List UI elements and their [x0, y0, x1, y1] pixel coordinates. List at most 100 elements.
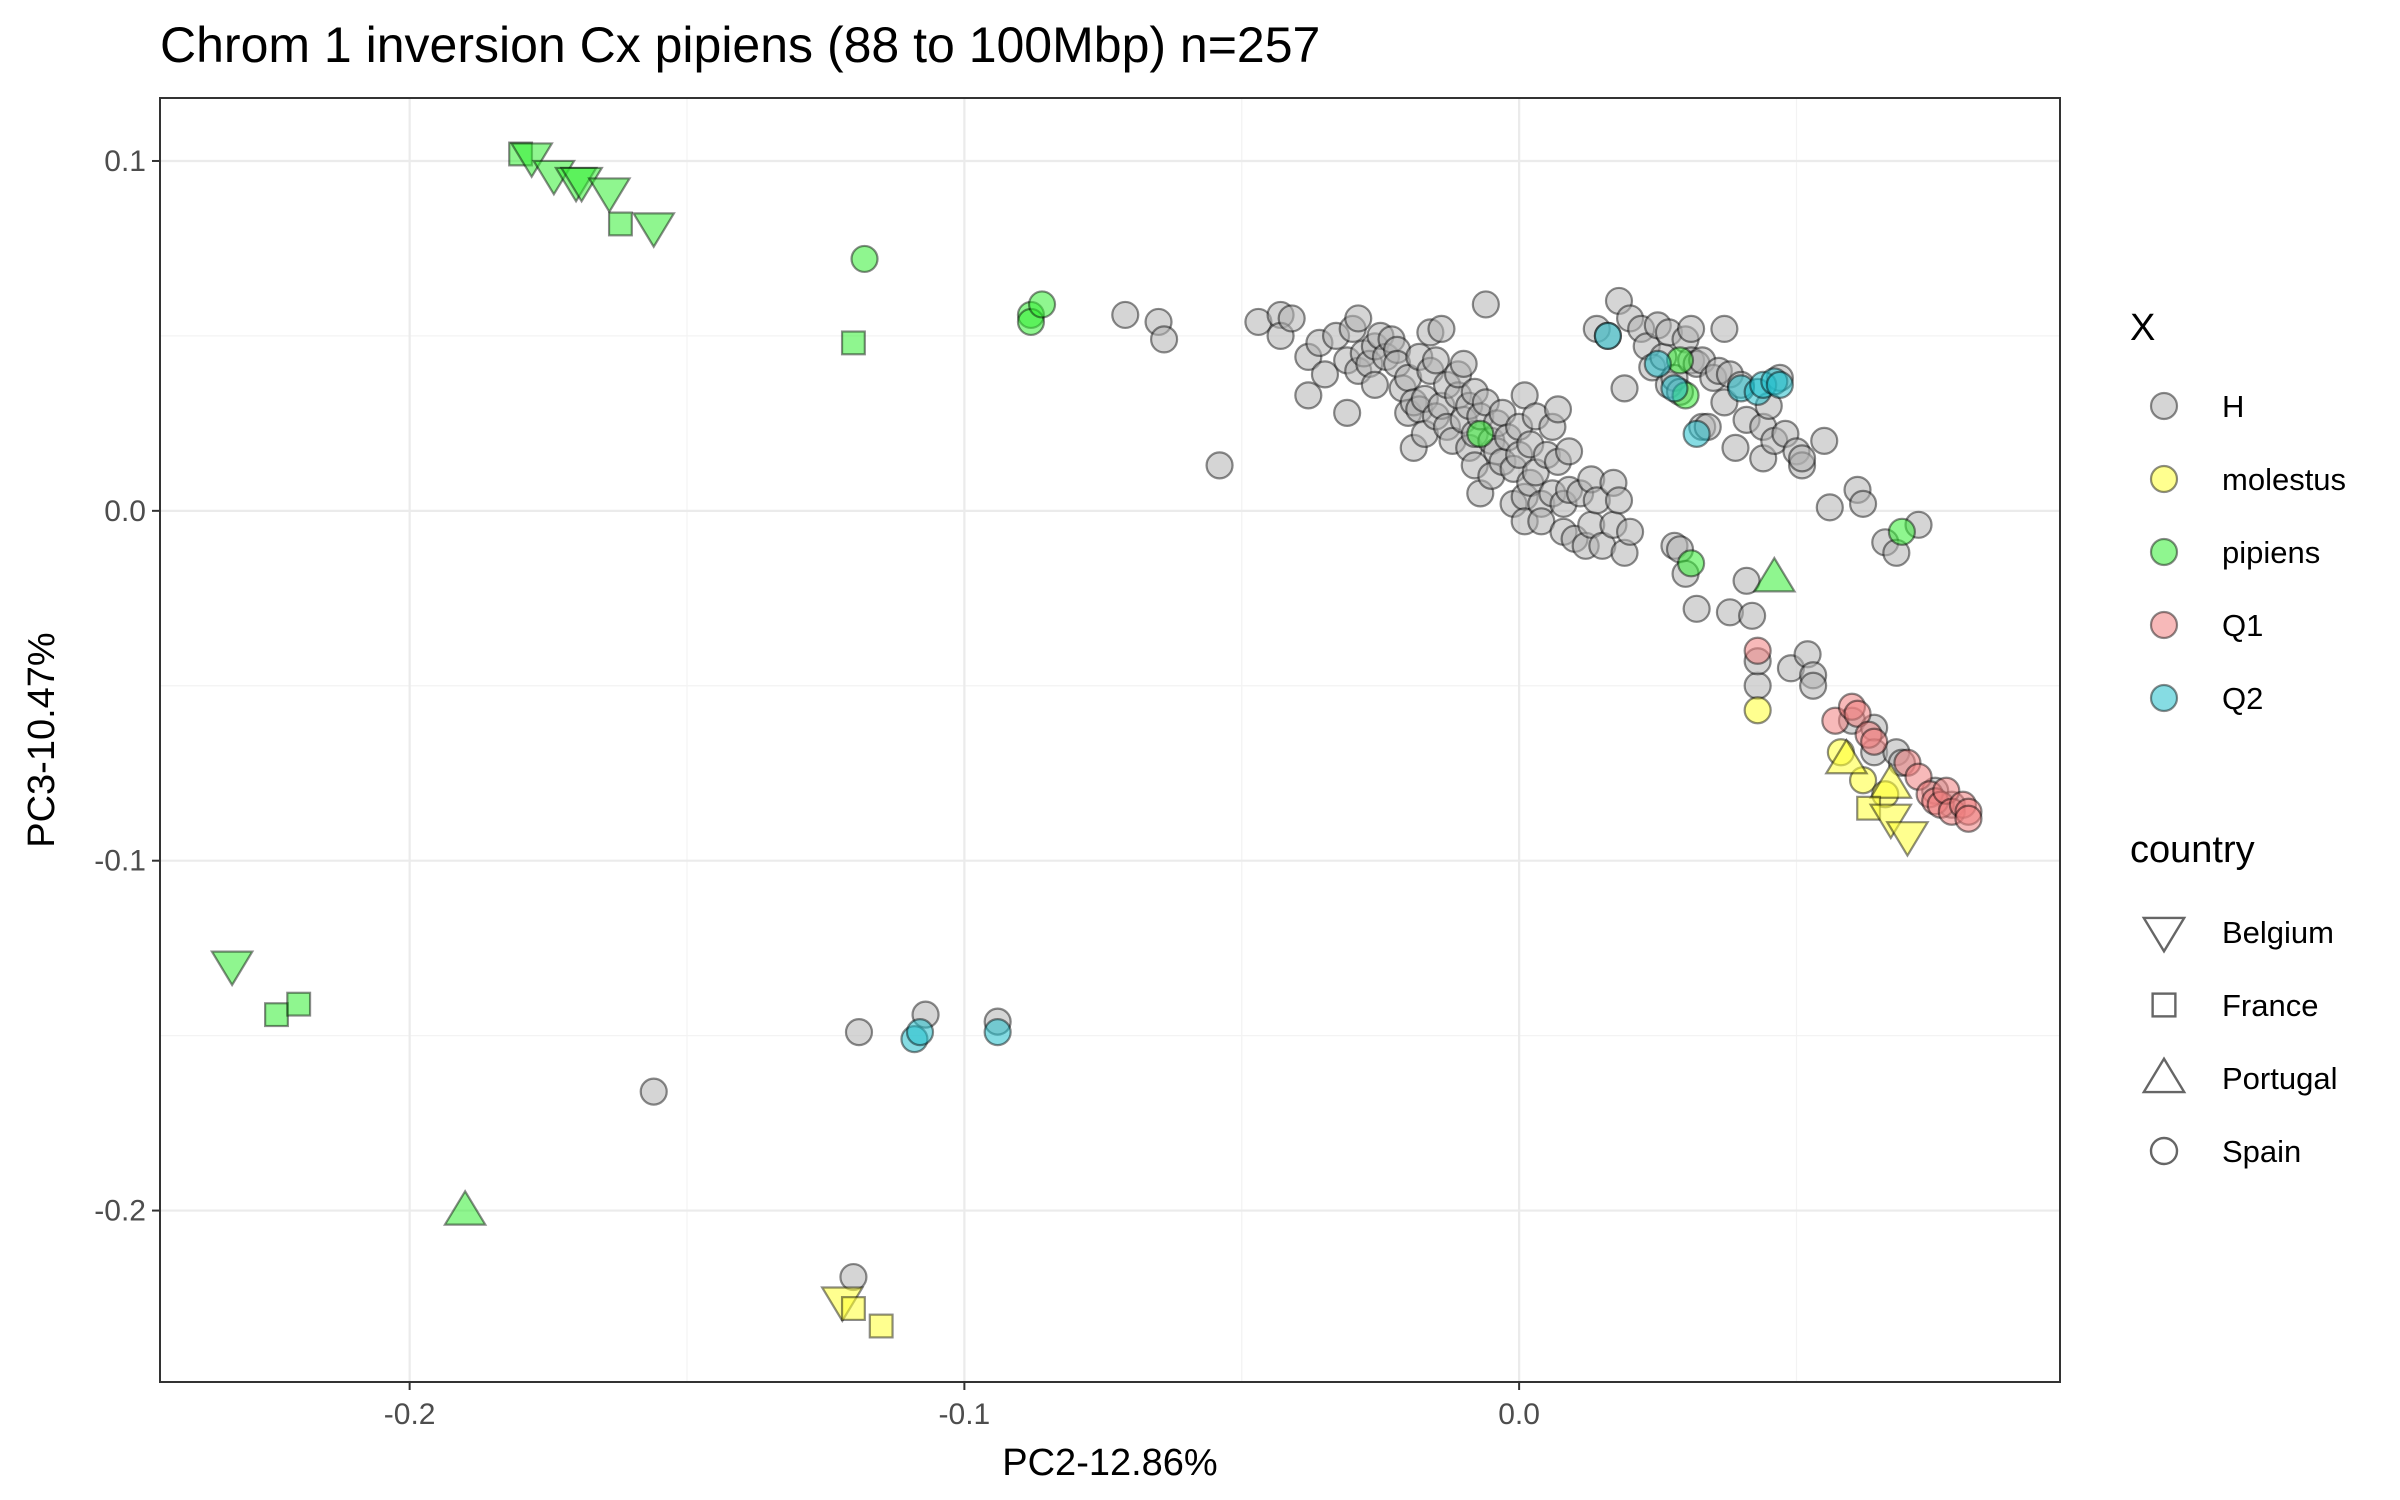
legend-label: pipiens [2222, 535, 2320, 570]
legend-key [2149, 464, 2179, 494]
y-axis-title: PC3-10.47% [21, 632, 63, 847]
data-point [442, 1189, 488, 1226]
data-point [1294, 381, 1323, 410]
legend-label: France [2222, 988, 2318, 1023]
data-point [1954, 804, 1983, 833]
data-point [1421, 346, 1451, 375]
data-point [1643, 349, 1672, 378]
x-tick-label: -0.2 [384, 1398, 436, 1431]
data-point [1027, 290, 1057, 319]
data-point [1848, 766, 1878, 795]
data-point [1333, 398, 1362, 427]
x-tick-label: -0.1 [939, 1398, 991, 1431]
data-point [1868, 762, 1913, 799]
data-point [209, 950, 255, 988]
data-point [1510, 381, 1539, 410]
legend-item-Portugal: Portugal [2141, 1056, 2337, 1096]
legend-item-France: France [2151, 988, 2318, 1023]
legend-item-Q1: Q1 [2149, 608, 2263, 643]
data-point [1527, 507, 1556, 536]
data-point [1427, 314, 1456, 344]
data-point [1799, 671, 1828, 700]
data-point [1360, 370, 1389, 399]
data-point [559, 166, 604, 204]
data-point [840, 1296, 866, 1322]
legend-key [2149, 683, 2179, 713]
data-point [1149, 325, 1179, 354]
gridlines [160, 98, 2060, 1382]
data-point [1824, 737, 1869, 775]
legend-item-molestus: molestus [2149, 462, 2346, 497]
data-point [1738, 601, 1767, 630]
legend-label: molestus [2222, 462, 2346, 497]
legend-label: Q1 [2222, 608, 2263, 643]
data-point [1676, 549, 1706, 578]
legend-label: Portugal [2222, 1061, 2337, 1096]
data-point [1471, 290, 1500, 319]
data-point [1765, 370, 1794, 399]
data-point [1721, 433, 1750, 462]
legend-item-pipiens: pipiens [2149, 535, 2320, 570]
data-point [868, 1313, 894, 1339]
y-tick-label: -0.2 [94, 1195, 146, 1228]
chart-title: Chrom 1 inversion Cx pipiens (88 to 100M… [160, 17, 1320, 73]
data-point [1310, 360, 1340, 389]
data-point [1860, 727, 1889, 756]
data-point [905, 1018, 935, 1047]
data-point [1449, 349, 1478, 378]
legend-key [2149, 537, 2179, 567]
legend-key [2149, 610, 2179, 640]
panel-border [159, 97, 2061, 1383]
data-point [587, 177, 632, 214]
data-point [1787, 444, 1817, 473]
series-Q2 [900, 321, 1794, 1054]
legend-key [2149, 1136, 2179, 1166]
legend-label: Q2 [2222, 681, 2263, 716]
data-point [1887, 517, 1916, 546]
legend-item-H: H [2149, 389, 2244, 424]
series-Q1 [1743, 636, 1983, 833]
data-point [509, 142, 554, 179]
plot-panel [159, 97, 2061, 1383]
legend-color-title: X [2130, 307, 2155, 349]
legend-item-Q2: Q2 [2149, 681, 2263, 716]
data-point [1843, 699, 1872, 728]
legend-label: H [2222, 389, 2244, 424]
data-point [631, 212, 676, 249]
legend-key [2149, 391, 2179, 421]
data-point [286, 991, 312, 1017]
data-point [607, 211, 633, 237]
series-pipiens [209, 141, 1916, 1226]
data-point [1676, 314, 1706, 344]
legend-item-Belgium: Belgium [2141, 915, 2334, 954]
data-point [1732, 566, 1761, 595]
legend-label: Belgium [2222, 915, 2334, 950]
data-point [1205, 451, 1234, 480]
data-point [1682, 419, 1711, 448]
y-tick-label: 0.0 [104, 495, 146, 528]
data-point [1710, 314, 1739, 344]
data-point [1554, 437, 1584, 466]
data-point [850, 244, 879, 274]
legend-key [2151, 992, 2177, 1018]
data-point [1615, 517, 1645, 546]
series-molestus [820, 696, 1930, 1339]
y-tick-label: -0.1 [94, 845, 146, 878]
data-point [1868, 803, 1913, 841]
y-axis: 0.1 0.0 -0.1 -0.2 [94, 145, 160, 1228]
data-point [264, 1002, 289, 1028]
data-point [1604, 486, 1634, 515]
data-point [983, 1018, 1012, 1047]
data-point [844, 1018, 874, 1047]
data-point [1743, 696, 1772, 725]
legend-key [2141, 916, 2187, 954]
data-point [1344, 304, 1373, 333]
data-point [1810, 426, 1839, 455]
data-point [1885, 821, 1930, 858]
data-point [1610, 374, 1639, 403]
data-point [1743, 671, 1772, 700]
data-point [639, 1077, 668, 1106]
data-point [1743, 636, 1772, 665]
